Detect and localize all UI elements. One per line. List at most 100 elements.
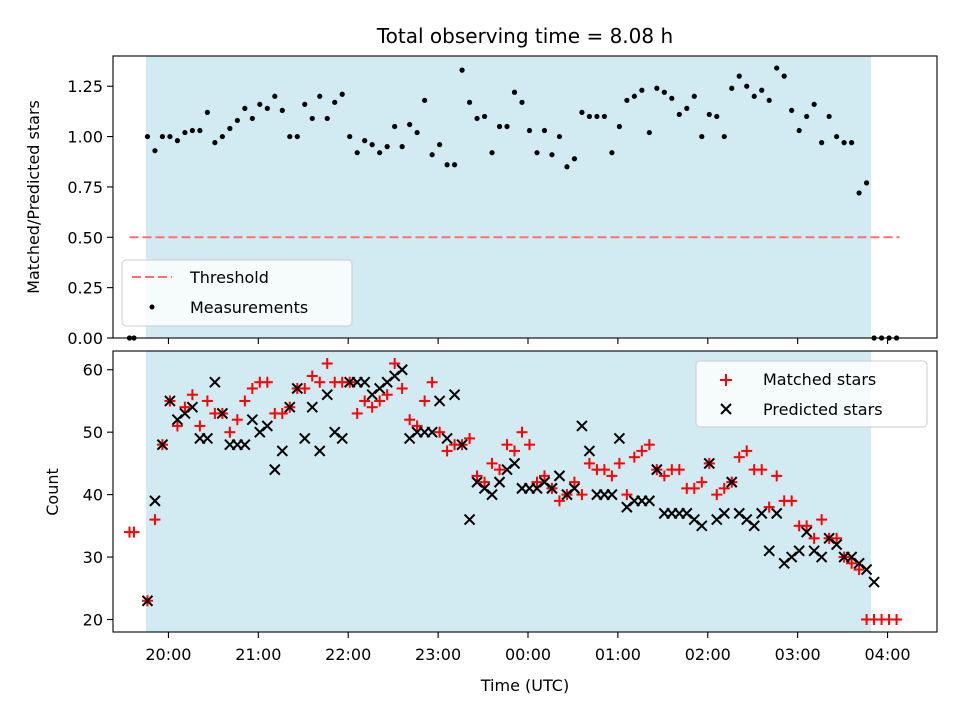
predicted-star-marker xyxy=(291,382,303,395)
measurement-point xyxy=(826,113,832,120)
predicted-star-marker xyxy=(261,420,274,432)
predicted-star-marker xyxy=(269,463,281,476)
measurement-point xyxy=(714,113,720,120)
matched-star-marker xyxy=(741,445,753,457)
predicted-star-marker xyxy=(156,438,169,451)
measurement-point xyxy=(646,129,652,136)
predicted-star-markers xyxy=(141,364,880,607)
matched-star-marker xyxy=(523,439,535,451)
measurement-point xyxy=(616,123,622,130)
measurement-point xyxy=(609,150,615,156)
matched-star-marker xyxy=(389,357,401,369)
legend-matched-label: Matched stars xyxy=(763,370,876,389)
measurement-point xyxy=(422,97,428,103)
legend-threshold-label: Threshold xyxy=(189,268,269,287)
matched-star-marker xyxy=(801,520,813,532)
matched-star-marker xyxy=(261,376,273,388)
measurement-point xyxy=(144,133,151,140)
predicted-star-marker xyxy=(553,470,566,482)
measurement-point xyxy=(466,99,473,105)
predicted-star-marker xyxy=(726,476,738,488)
top-y-tick-label: 0.00 xyxy=(67,329,103,348)
measurement-point xyxy=(204,109,210,115)
x-tick-label: 22:00 xyxy=(325,645,371,664)
measurement-point xyxy=(676,111,682,118)
predicted-star-marker xyxy=(456,438,468,451)
matched-star-marker xyxy=(171,420,183,432)
matched-star-marker xyxy=(846,557,858,569)
predicted-star-marker xyxy=(426,426,438,438)
measurement-point xyxy=(279,107,285,113)
matched-star-marker xyxy=(509,445,521,457)
predicted-star-marker xyxy=(141,595,154,607)
bottom-y-ticks: 20 30 40 50 60 xyxy=(83,361,113,630)
predicted-star-marker xyxy=(830,538,843,551)
measurement-point xyxy=(324,115,330,122)
measurement-point xyxy=(459,67,465,73)
bottom-axes-frame xyxy=(112,350,938,633)
top-axes-frame xyxy=(112,55,938,339)
predicted-star-marker xyxy=(314,445,326,457)
predicted-star-marker xyxy=(703,457,715,470)
matched-star-marker xyxy=(516,426,528,438)
measurement-point xyxy=(519,99,525,105)
bottom-legend: Matched stars Predicted stars xyxy=(695,360,928,428)
measurement-point xyxy=(429,152,435,158)
measurement-point xyxy=(437,142,443,148)
matched-star-marker xyxy=(756,464,768,476)
measurement-point xyxy=(804,113,810,120)
matched-star-marker xyxy=(673,464,685,476)
predicted-star-marker xyxy=(336,432,348,445)
predicted-star-marker xyxy=(164,395,176,407)
measurement-point xyxy=(197,127,203,134)
predicted-star-marker xyxy=(568,482,581,495)
bottom-y-tick-label: 20 xyxy=(83,611,103,630)
matched-star-marker xyxy=(411,420,423,432)
measurement-point xyxy=(362,138,368,144)
matched-star-marker xyxy=(733,451,745,463)
top-x-ticks xyxy=(167,338,889,344)
measurement-point xyxy=(354,150,360,156)
predicted-star-marker xyxy=(201,432,214,445)
matched-star-marker xyxy=(606,470,618,482)
matched-star-marker xyxy=(598,464,610,476)
measurement-point xyxy=(549,152,555,158)
measurement-point xyxy=(594,113,600,120)
matched-star-marker xyxy=(763,501,775,513)
measurement-point xyxy=(601,113,608,120)
predicted-star-marker xyxy=(493,476,506,488)
measurement-point xyxy=(654,85,660,91)
measurement-point xyxy=(444,162,450,168)
measurement-point xyxy=(841,140,847,146)
predicted-star-marker xyxy=(239,438,251,451)
measurement-point xyxy=(339,91,345,97)
top-y-ticks: 0.00 0.25 0.50 0.75 1.00 1.25 xyxy=(67,77,113,348)
measurement-point xyxy=(174,138,181,144)
measurement-point xyxy=(699,133,705,140)
predicted-star-marker xyxy=(299,432,311,445)
measurement-point xyxy=(781,73,787,79)
predicted-star-marker xyxy=(276,445,289,457)
predicted-star-marker xyxy=(216,407,229,420)
predicted-star-marker xyxy=(209,376,221,388)
measurement-point xyxy=(721,133,727,140)
measurement-point xyxy=(759,87,765,93)
measurement-point xyxy=(189,127,196,134)
matched-star-marker xyxy=(239,395,251,407)
matched-star-marker xyxy=(786,495,798,507)
predicted-star-marker xyxy=(696,520,708,532)
matched-star-marker xyxy=(441,445,453,457)
bottom-y-tick-label: 30 xyxy=(83,548,103,567)
measurement-point xyxy=(264,105,270,111)
x-tick-label: 01:00 xyxy=(595,645,641,664)
measurement-point xyxy=(586,113,593,120)
matched-star-marker xyxy=(831,532,843,544)
measurement-point xyxy=(159,133,166,140)
matched-star-marker xyxy=(464,432,476,444)
bottom-y-tick-label: 40 xyxy=(83,486,103,505)
predicted-star-marker xyxy=(358,376,371,388)
predicted-star-marker xyxy=(613,432,626,445)
matched-star-marker xyxy=(426,376,438,388)
measurement-point xyxy=(474,115,480,122)
